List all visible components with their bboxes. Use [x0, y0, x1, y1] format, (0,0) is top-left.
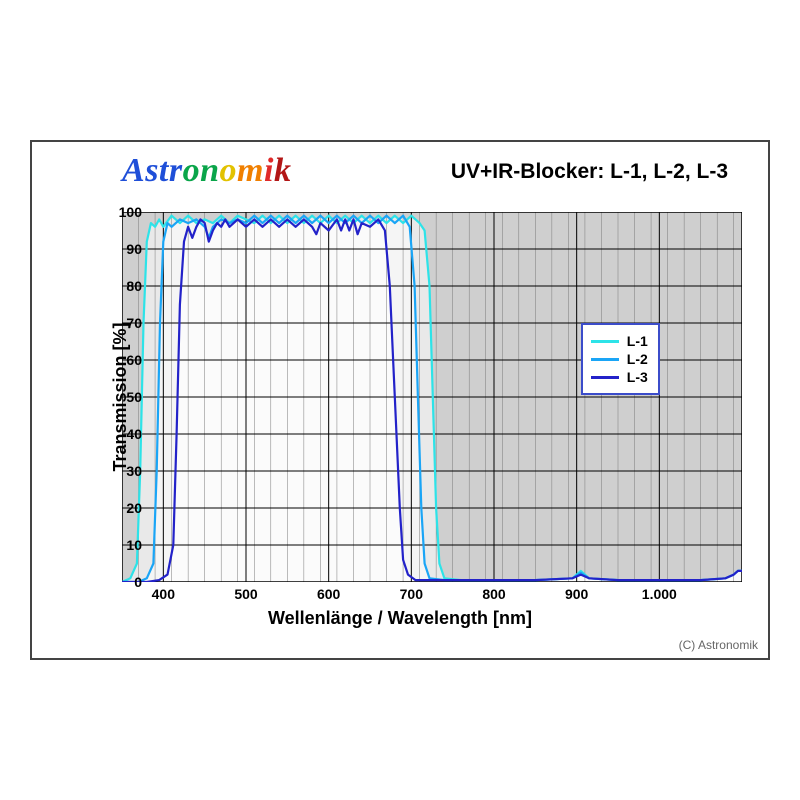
legend-item: L-3: [591, 369, 648, 385]
legend-item: L-2: [591, 351, 648, 367]
y-tick-label: 90: [126, 241, 142, 257]
legend-label: L-3: [627, 369, 648, 385]
legend-swatch: [591, 376, 619, 379]
legend-label: L-1: [627, 333, 648, 349]
y-tick-label: 0: [134, 574, 142, 590]
plot-area: [122, 212, 742, 582]
chart-title: UV+IR-Blocker: L-1, L-2, L-3: [451, 160, 728, 184]
legend-swatch: [591, 358, 619, 361]
x-tick-label: 1.000: [642, 586, 677, 602]
x-tick-label: 900: [565, 586, 588, 602]
y-tick-label: 80: [126, 278, 142, 294]
y-tick-label: 50: [126, 389, 142, 405]
x-tick-label: 800: [482, 586, 505, 602]
x-axis-label: Wellenlänge / Wavelength [nm]: [268, 608, 532, 629]
legend-label: L-2: [627, 351, 648, 367]
y-tick-label: 10: [126, 537, 142, 553]
legend-swatch: [591, 340, 619, 343]
brand-logo: Astronomik: [122, 152, 291, 190]
chart-frame: Astronomik UV+IR-Blocker: L-1, L-2, L-3 …: [30, 140, 770, 660]
x-tick-label: 500: [234, 586, 257, 602]
copyright: (C) Astronomik: [679, 638, 758, 652]
legend-item: L-1: [591, 333, 648, 349]
chart-svg: [122, 212, 742, 582]
y-tick-label: 40: [126, 426, 142, 442]
legend: L-1 L-2 L-3: [581, 323, 660, 395]
x-tick-label: 600: [317, 586, 340, 602]
y-tick-label: 60: [126, 352, 142, 368]
x-tick-label: 700: [400, 586, 423, 602]
x-tick-label: 400: [152, 586, 175, 602]
y-tick-label: 20: [126, 500, 142, 516]
y-tick-label: 30: [126, 463, 142, 479]
y-tick-label: 100: [119, 204, 142, 220]
y-tick-label: 70: [126, 315, 142, 331]
